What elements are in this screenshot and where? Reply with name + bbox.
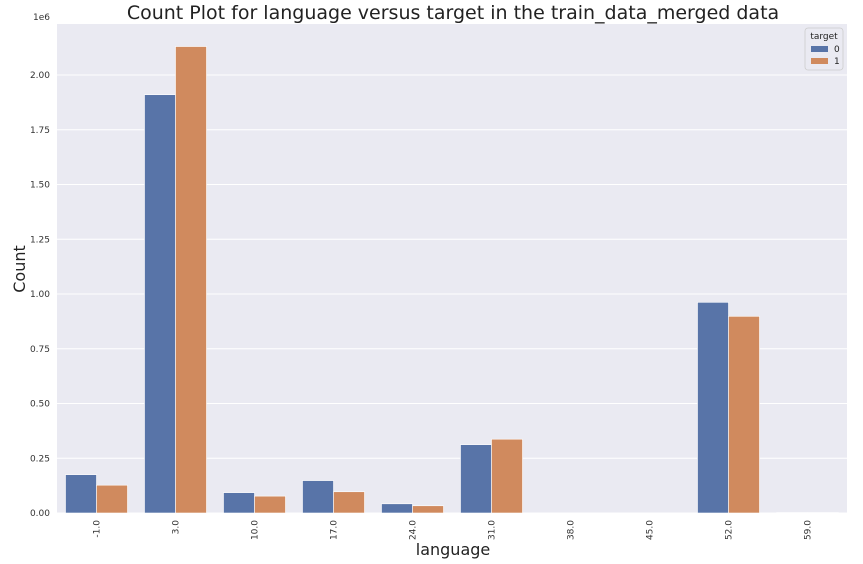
legend-label-1: 1	[834, 57, 840, 67]
bar-17.0-target-0	[302, 480, 334, 514]
x-tick-label: 52.0	[725, 520, 735, 540]
bar-10.0-target-1	[254, 495, 286, 514]
legend-swatch-0	[811, 46, 828, 52]
x-tick-label: 59.0	[804, 520, 814, 540]
bar-3.0-target-0	[144, 94, 176, 514]
legend-title: target	[810, 32, 838, 42]
legend-label-0: 0	[834, 45, 840, 55]
bar-24.0-target-1	[412, 505, 444, 514]
y-offset-text: 1e6	[33, 13, 50, 23]
bar-10.0-target-0	[223, 492, 255, 514]
y-tick-label: 1.50	[30, 181, 50, 191]
bar-31.0-target-0	[460, 444, 492, 514]
y-tick-label: 2.00	[30, 71, 50, 81]
legend-swatch-1	[811, 58, 828, 64]
bar-52.0-target-1	[728, 316, 760, 514]
x-tick-label: 38.0	[567, 520, 577, 540]
chart-title: Count Plot for language versus target in…	[127, 2, 779, 24]
bar-17.0-target-1	[333, 491, 365, 514]
bar-24.0-target-0	[381, 503, 413, 514]
y-axis-label: Count	[10, 245, 29, 293]
x-tick-label: 10.0	[251, 520, 261, 540]
bar-3.0-target-1	[175, 46, 207, 514]
legend: target 0 1	[804, 27, 844, 71]
x-tick-label: 45.0	[646, 520, 656, 540]
bar-31.0-target-1	[491, 438, 523, 514]
x-axis-ticks: -1.0 3.0 10.0 17.0 24.0 31.0 38.0 45.0 52.0 59.0	[93, 520, 814, 540]
y-tick-label: 0.75	[30, 345, 50, 355]
y-tick-label: 0.00	[30, 509, 50, 519]
y-axis-ticks: 0.00 0.25 0.50 0.75 1.00 1.25 1.50 1.75 2.00	[30, 71, 50, 519]
y-tick-label: 0.50	[30, 400, 50, 410]
y-tick-label: 1.75	[30, 126, 50, 136]
bars	[65, 46, 839, 514]
x-tick-label: 24.0	[409, 520, 419, 540]
x-tick-label: 31.0	[488, 520, 498, 540]
bar-52.0-target-0	[697, 302, 729, 514]
x-tick-label: -1.0	[93, 520, 103, 538]
y-tick-label: 0.25	[30, 454, 50, 464]
x-axis-label: language	[416, 540, 491, 559]
bar--1.0-target-0	[65, 474, 97, 514]
x-tick-label: 3.0	[172, 520, 182, 535]
y-tick-label: 1.00	[30, 290, 50, 300]
bar--1.0-target-1	[96, 484, 128, 514]
y-tick-label: 1.25	[30, 235, 50, 245]
x-tick-label: 17.0	[330, 520, 340, 540]
